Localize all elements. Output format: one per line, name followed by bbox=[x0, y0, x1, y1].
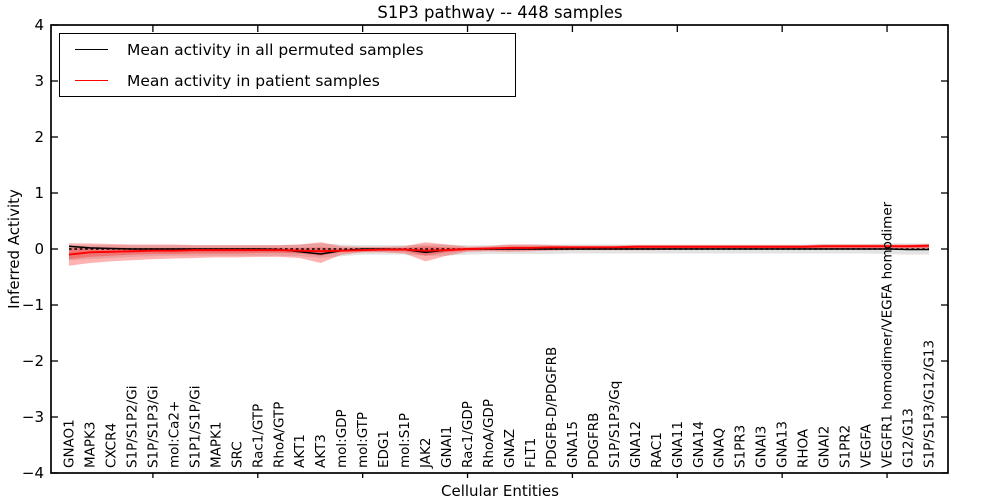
legend-label-patient: Mean activity in patient samples bbox=[127, 71, 380, 90]
entity-label: RHOA bbox=[796, 428, 812, 468]
legend-item-permuted: Mean activity in all permuted samples bbox=[60, 37, 515, 63]
y-axis-label: Inferred Activity bbox=[5, 189, 23, 309]
entity-label: GNA13 bbox=[775, 421, 791, 468]
entity-label: GNAO1 bbox=[62, 419, 78, 468]
y-tick-label: −2 bbox=[22, 352, 44, 370]
entity-label: S1P/S1P3/Gq bbox=[607, 381, 623, 468]
entity-label: Rac1/GDP bbox=[460, 401, 476, 468]
entity-label: mol:GDP bbox=[334, 409, 350, 468]
x-axis-label: Cellular Entities bbox=[441, 482, 559, 500]
entity-label: GNAI2 bbox=[817, 426, 833, 468]
entity-label: VEGFR1 homodimer/VEGFA homodimer bbox=[880, 201, 896, 468]
entity-label: S1P/S1P3/G12/G13 bbox=[922, 340, 938, 468]
entity-label: GNA12 bbox=[628, 421, 644, 468]
entity-label: JAK2 bbox=[418, 438, 434, 469]
entity-label: GNAI3 bbox=[754, 426, 770, 468]
entity-label: S1P/S1P3/Gi bbox=[145, 386, 161, 469]
entity-label: GNA14 bbox=[691, 421, 707, 468]
y-tick-label: 0 bbox=[34, 240, 44, 258]
entity-label: Rac1/GTP bbox=[250, 404, 266, 468]
entity-label: SRC bbox=[229, 441, 245, 468]
y-tick-label: 4 bbox=[34, 16, 44, 34]
chart-title: S1P3 pathway -- 448 samples bbox=[377, 3, 623, 22]
entity-label: S1PR3 bbox=[733, 425, 749, 468]
legend-item-patient: Mean activity in patient samples bbox=[60, 68, 515, 94]
entity-label: GNAZ bbox=[502, 429, 518, 468]
entity-label: RAC1 bbox=[649, 432, 665, 468]
entity-label: MAPK1 bbox=[208, 422, 224, 468]
entity-label: EDG1 bbox=[376, 430, 392, 468]
legend-line-sample-black bbox=[75, 49, 108, 50]
entity-label: RhoA/GDP bbox=[481, 399, 497, 468]
y-tick-label: −3 bbox=[22, 408, 44, 426]
entity-label: GNAI1 bbox=[439, 426, 455, 468]
patient-samples-range-outer-band bbox=[69, 242, 929, 266]
entity-label: GNAQ bbox=[712, 428, 728, 468]
entity-label: S1P1/S1P/Gi bbox=[187, 386, 203, 469]
y-tick-label: 3 bbox=[34, 72, 44, 90]
entity-label: S1PR2 bbox=[838, 425, 854, 468]
entity-label: GNA11 bbox=[670, 421, 686, 468]
y-tick-label: −4 bbox=[22, 464, 44, 482]
entity-label: MAPK3 bbox=[82, 422, 98, 468]
y-tick-label: 2 bbox=[34, 128, 44, 146]
entity-label: FLT1 bbox=[523, 438, 539, 468]
entity-label: PDGFB-D/PDGFRB bbox=[544, 347, 560, 468]
y-tick-label: −1 bbox=[22, 296, 44, 314]
legend-line-sample-red bbox=[75, 80, 108, 81]
entity-label: GNA15 bbox=[565, 421, 581, 468]
entity-label: mol:S1P bbox=[397, 413, 413, 468]
entity-label: CXCR4 bbox=[103, 423, 119, 468]
legend: Mean activity in all permuted samples Me… bbox=[59, 33, 516, 97]
y-tick-label: 1 bbox=[34, 184, 44, 202]
legend-label-permuted: Mean activity in all permuted samples bbox=[127, 40, 424, 59]
entity-label: VEGFA bbox=[859, 423, 875, 468]
entity-label: G12/G13 bbox=[901, 408, 917, 468]
patient-mean-line bbox=[68, 244, 930, 256]
entity-label: AKT1 bbox=[292, 434, 308, 468]
entity-label: mol:GTP bbox=[355, 412, 371, 468]
entity-label: PDGFRB bbox=[586, 413, 602, 468]
entity-label: S1P/S1P2/Gi bbox=[124, 386, 140, 469]
entity-label: AKT3 bbox=[313, 434, 329, 468]
entity-label: mol:Ca2+ bbox=[166, 401, 182, 468]
entity-label: RhoA/GTP bbox=[271, 402, 287, 468]
